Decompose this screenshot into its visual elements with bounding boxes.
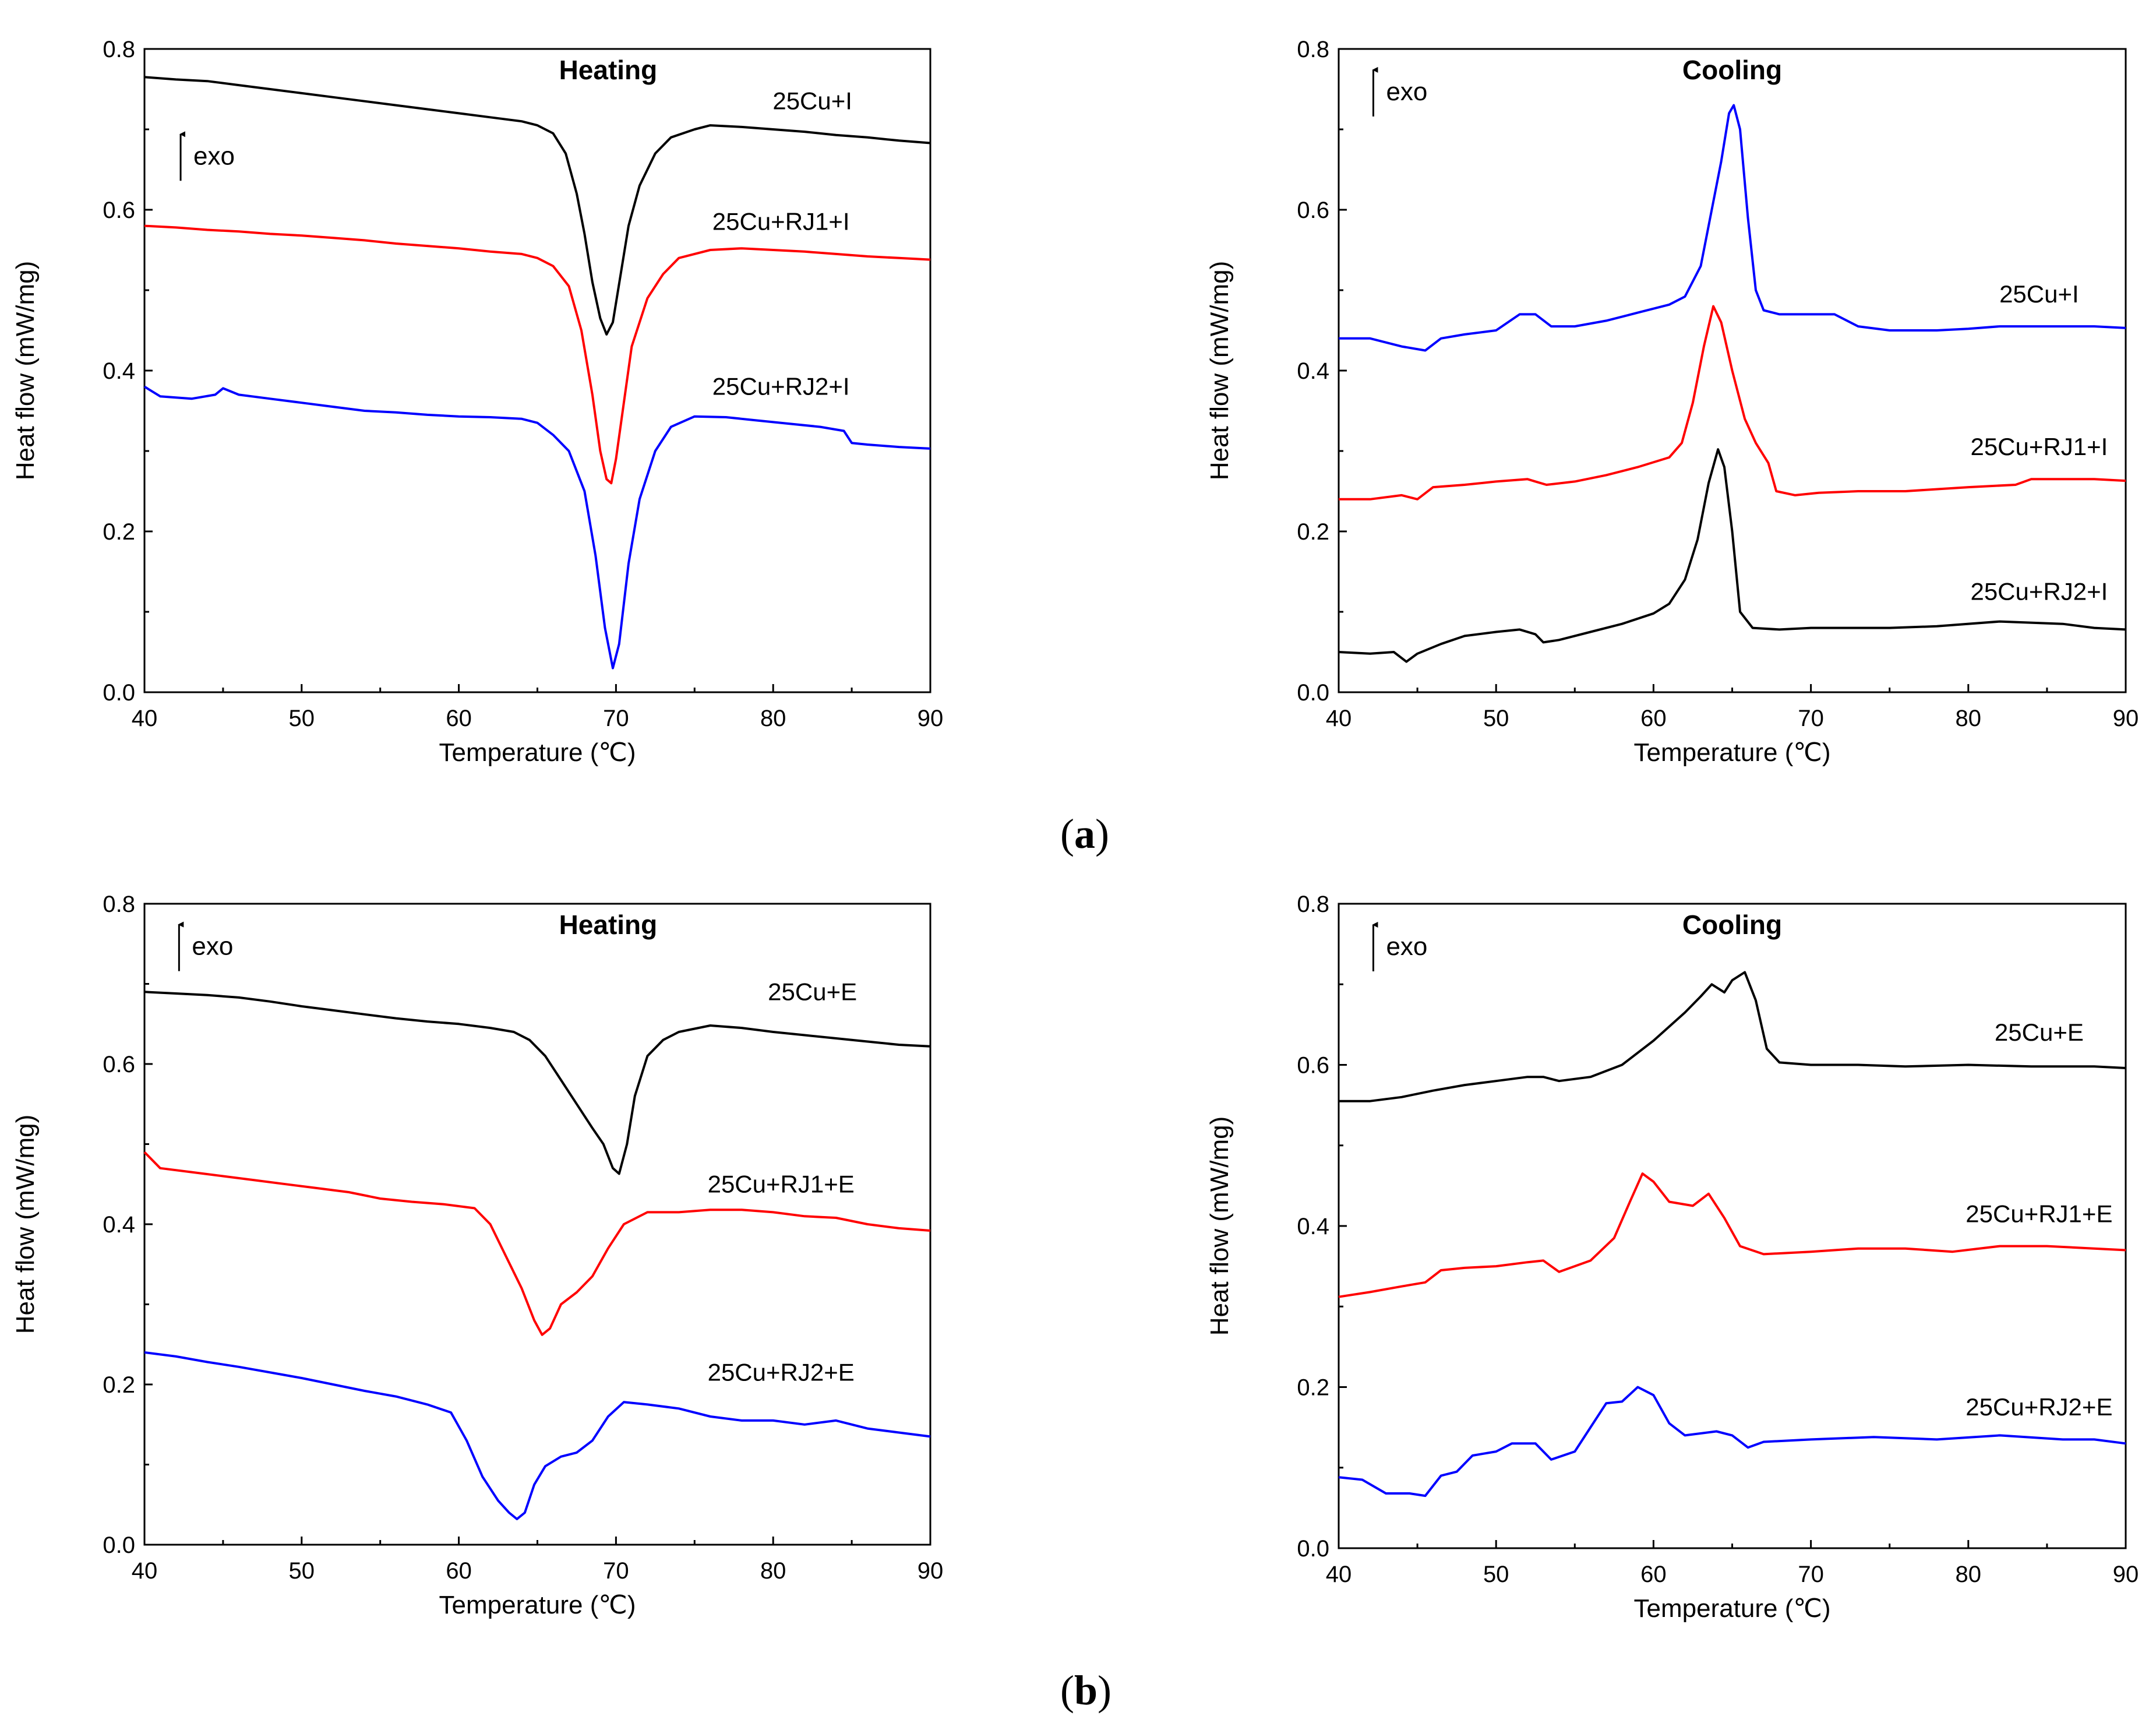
series-line-25Cu+RJ2+I — [1338, 448, 2126, 663]
series-line-25Cu+RJ2+I — [143, 385, 931, 670]
series-label: 25Cu+RJ1+E — [708, 1170, 855, 1197]
x-tick-label: 50 — [1483, 1562, 1509, 1587]
x-tick-label: 80 — [1956, 706, 1982, 731]
y-axis-label: Heat flow (mW/mg) — [11, 261, 40, 480]
x-tick-label: 90 — [2113, 706, 2139, 731]
chart-b-cooling: 40 50 60 70 80 90 0.0 0.2 0.4 0.6 0.8 Temperature (… — [1205, 892, 2139, 1623]
series-line-25Cu+I — [144, 76, 931, 336]
series-label: 25Cu+RJ1+I — [1970, 433, 2108, 460]
charts-layer: 40 50 60 70 80 90 0.0 0.2 0.4 0.6 0.8 Temperature (… — [11, 37, 2139, 1623]
chart-a-cooling: 40 50 60 70 80 90 0.0 0.2 0.4 0.6 0.8 Temperature (… — [1205, 37, 2139, 767]
series-line-25Cu+RJ1+I — [1339, 305, 2126, 501]
chart-title: Cooling — [1682, 910, 1782, 940]
y-axis-label: Heat flow (mW/mg) — [11, 1115, 40, 1334]
series-label: 25Cu+E — [768, 978, 857, 1005]
y-tick-label: 0.4 — [1297, 358, 1329, 384]
x-tick-label: 90 — [2113, 1562, 2139, 1587]
panel-label-a: (a) — [1060, 811, 1109, 857]
y-tick-label: 0.6 — [1297, 1053, 1329, 1079]
series-line-25Cu+RJ1+E — [143, 1151, 931, 1336]
x-tick-label: 70 — [603, 706, 629, 731]
x-axis-label: Temperature (℃) — [1634, 738, 1831, 767]
y-tick-label: 0.4 — [103, 358, 135, 384]
exo-label: exo — [1386, 77, 1427, 106]
x-tick-label: 90 — [918, 706, 944, 731]
x-tick-label: 40 — [132, 706, 158, 731]
y-axis-label: Heat flow (mW/mg) — [1205, 1116, 1234, 1336]
exo-label: exo — [193, 142, 235, 170]
y-tick-label: 0.6 — [1297, 198, 1329, 223]
series-label: 25Cu+RJ2+E — [708, 1358, 855, 1386]
series-label: 25Cu+E — [1995, 1019, 2084, 1046]
exo-label: exo — [1386, 932, 1427, 961]
y-tick-label: 0.0 — [103, 1532, 135, 1558]
series-label: 25Cu+RJ2+I — [1970, 578, 2108, 605]
series-label: 25Cu+I — [772, 87, 852, 115]
series-line-25Cu+E — [1339, 971, 2126, 1102]
x-tick-label: 40 — [1326, 1562, 1352, 1587]
series-line-25Cu+RJ1+E — [1338, 1172, 2126, 1298]
chart-title: Heating — [559, 910, 658, 940]
series-label: 25Cu+RJ1+E — [1966, 1200, 2112, 1227]
series-line-25Cu+RJ2+E — [144, 1351, 931, 1520]
y-tick-label: 0.6 — [103, 198, 135, 223]
y-tick-label: 0.4 — [1297, 1214, 1329, 1239]
x-tick-label: 60 — [446, 1558, 472, 1584]
x-axis-label: Temperature (℃) — [1634, 1594, 1831, 1623]
chart-a-heating: 40 50 60 70 80 90 0.0 0.2 0.4 0.6 0.8 Temperature (… — [11, 37, 943, 767]
y-tick-label: 0.6 — [103, 1052, 135, 1077]
series-line-25Cu+RJ1+I — [144, 224, 931, 485]
x-tick-label: 80 — [1956, 1562, 1982, 1587]
series-line-25Cu+I — [1339, 104, 2126, 352]
y-axis-label: Heat flow (mW/mg) — [1205, 261, 1234, 480]
chart-title: Cooling — [1682, 55, 1782, 85]
x-tick-label: 70 — [1798, 706, 1824, 731]
panel-label-b: (b) — [1060, 1667, 1112, 1714]
x-tick-label: 60 — [1640, 706, 1667, 731]
x-tick-label: 50 — [1483, 706, 1509, 731]
exo-label: exo — [192, 932, 233, 961]
series-label: 25Cu+RJ2+E — [1966, 1393, 2112, 1421]
series-line-25Cu+RJ2+E — [1338, 1386, 2126, 1498]
x-tick-label: 90 — [918, 1558, 944, 1584]
x-tick-label: 50 — [289, 706, 315, 731]
y-tick-label: 0.0 — [1297, 1536, 1329, 1562]
y-tick-label: 0.2 — [103, 1372, 135, 1398]
x-tick-label: 40 — [132, 1558, 158, 1584]
x-tick-label: 50 — [289, 1558, 315, 1584]
y-tick-label: 0.2 — [1297, 519, 1329, 545]
series-label: 25Cu+I — [1999, 280, 2079, 308]
x-tick-label: 70 — [603, 1558, 629, 1584]
y-tick-label: 0.8 — [1297, 892, 1329, 917]
x-tick-label: 60 — [1640, 1562, 1667, 1587]
y-tick-label: 0.2 — [103, 519, 135, 545]
y-tick-label: 0.4 — [103, 1212, 135, 1238]
x-axis-label: Temperature (℃) — [439, 738, 636, 767]
series-line-25Cu+E — [144, 991, 931, 1175]
y-tick-label: 0.0 — [1297, 680, 1329, 706]
y-tick-label: 0.0 — [103, 680, 135, 706]
x-axis-label: Temperature (℃) — [439, 1591, 636, 1619]
chart-title: Heating — [559, 55, 658, 85]
series-label: 25Cu+RJ1+I — [712, 208, 850, 235]
series-label: 25Cu+RJ2+I — [712, 373, 850, 400]
y-tick-label: 0.2 — [1297, 1375, 1329, 1401]
x-tick-label: 60 — [446, 706, 472, 731]
x-tick-label: 80 — [760, 1558, 786, 1584]
chart-b-heating: 40 50 60 70 80 90 0.0 0.2 0.4 0.6 0.8 Temperature (… — [11, 892, 943, 1619]
y-tick-label: 0.8 — [103, 37, 135, 62]
x-tick-label: 80 — [760, 706, 786, 731]
plot-frame — [143, 48, 931, 693]
x-tick-label: 70 — [1798, 1562, 1824, 1587]
y-tick-label: 0.8 — [103, 892, 135, 917]
x-tick-label: 40 — [1326, 706, 1352, 731]
y-tick-label: 0.8 — [1297, 37, 1329, 62]
